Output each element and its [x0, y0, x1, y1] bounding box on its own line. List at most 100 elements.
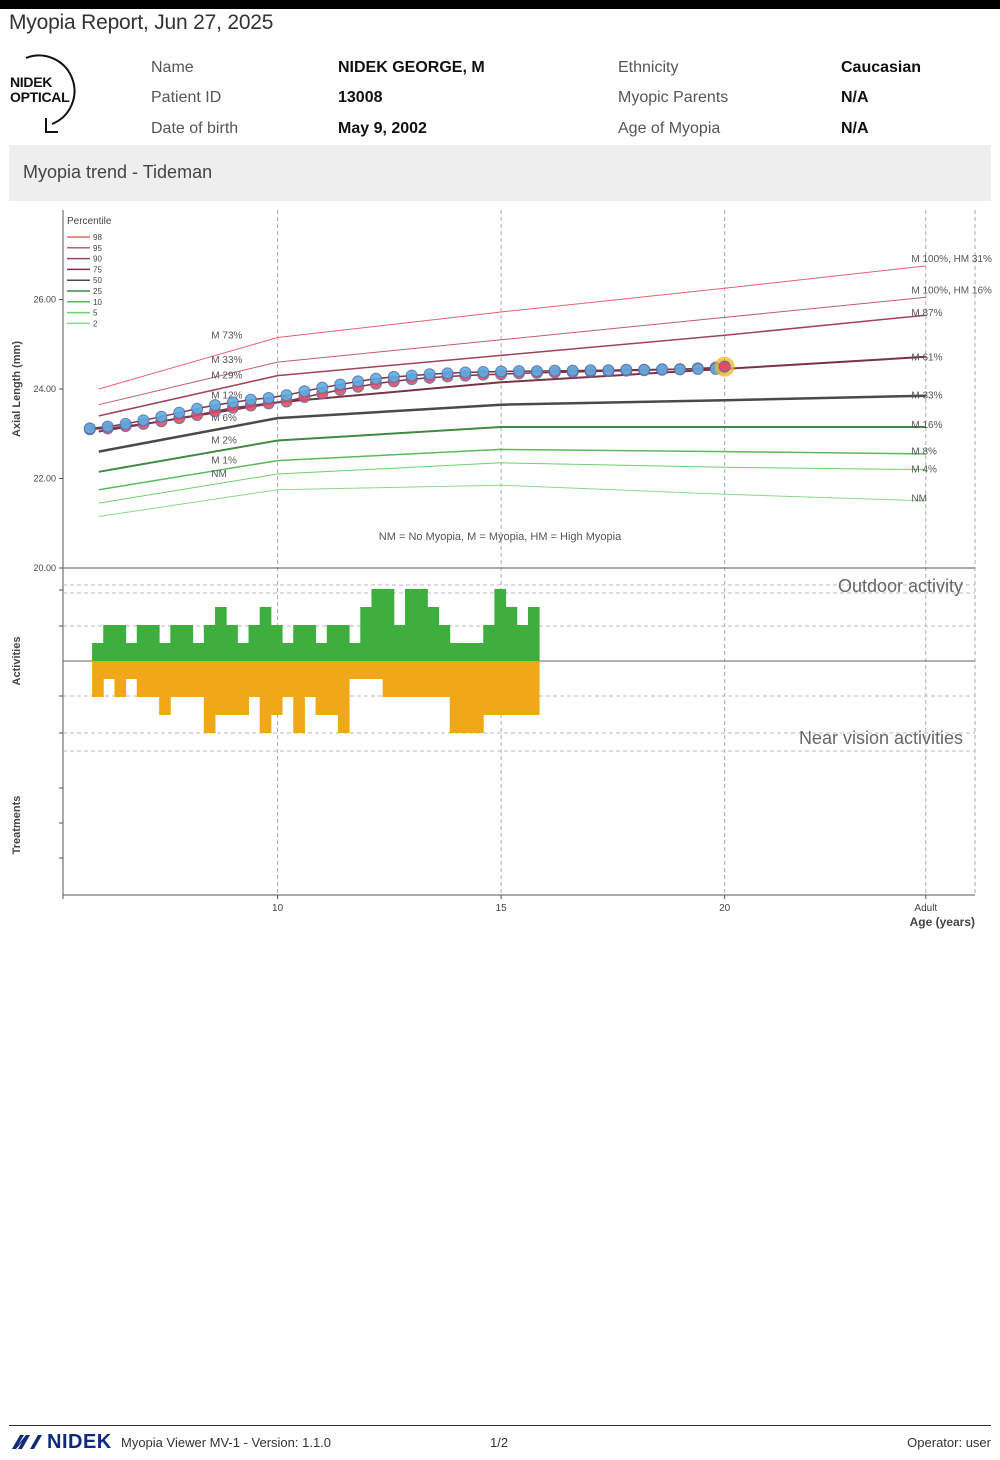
- measurement-point-OS: [548, 364, 561, 377]
- legend-label-75: 75: [93, 265, 102, 274]
- near-activity-bar: [371, 661, 384, 679]
- outdoor-activity-bar: [215, 607, 227, 661]
- right-annotation: M 100%, HM 31%: [911, 254, 992, 265]
- near-activity-bar: [215, 661, 227, 715]
- nidek-optical-logo: NIDEK OPTICAL: [8, 52, 88, 136]
- measurement-point-OS: [244, 393, 257, 406]
- near-activity-bar: [192, 661, 205, 697]
- outdoor-activity-bar: [516, 625, 529, 661]
- percentile-line-50: [98, 394, 926, 453]
- footer-brand-text: NIDEK: [47, 1431, 112, 1453]
- patient-id-value: 13008: [338, 89, 383, 106]
- nidek-logo-icon: [12, 1435, 42, 1449]
- right-annotation: M 87%: [911, 308, 942, 319]
- measurement-point-OS: [513, 365, 525, 378]
- top-bar: [0, 0, 1000, 9]
- measurement-point-OS: [673, 363, 686, 376]
- patient-id-label: Patient ID: [151, 89, 222, 106]
- outdoor-activity-bar: [337, 625, 350, 661]
- measurement-point-OS: [280, 389, 293, 402]
- outdoor-activity-bar: [494, 589, 507, 661]
- outdoor-activity-bar: [460, 643, 473, 661]
- near-activity-bar: [460, 661, 473, 733]
- measurement-point-OS: [584, 364, 597, 377]
- x-tick-label: 15: [496, 903, 508, 914]
- section-header: Myopia trend - Tideman: [9, 145, 991, 201]
- outdoor-activity-bar: [237, 643, 250, 661]
- outdoor-activity-bar: [203, 625, 216, 661]
- near-activity-bar: [293, 661, 305, 733]
- near-activity-bar: [203, 661, 216, 733]
- dob-label: Date of birth: [151, 120, 239, 137]
- x-tick-label: 20: [719, 903, 731, 914]
- section-title: Myopia trend - Tideman: [23, 162, 213, 182]
- measurement-point-OS: [405, 369, 418, 382]
- report-title: Myopia Report, Jun 27, 2025: [9, 11, 274, 34]
- percentile-line-90: [98, 314, 926, 417]
- measurement-point-OS: [369, 372, 382, 385]
- measurement-point-OS: [495, 365, 508, 378]
- outdoor-activity-bar: [416, 589, 428, 661]
- measurement-point-OS: [530, 365, 543, 378]
- y-tick-label: 26.00: [33, 295, 56, 305]
- outdoor-activity-bar: [326, 625, 339, 661]
- outdoor-activity-bar: [505, 607, 518, 661]
- percentile-line-10: [98, 448, 926, 491]
- outdoor-activity-bar: [147, 625, 160, 661]
- percentile-line-98: [98, 265, 926, 390]
- near-activity-bar: [125, 661, 138, 679]
- outdoor-activity-bar: [360, 607, 372, 661]
- right-annotation: M 61%: [911, 353, 942, 364]
- measurement-point-OS: [334, 378, 347, 391]
- right-annotation: M 8%: [911, 447, 937, 458]
- near-activity-bar: [304, 661, 317, 697]
- near-activity-bar: [349, 661, 361, 679]
- outdoor-activity-bar: [248, 625, 261, 661]
- near-activity-bar: [103, 661, 115, 679]
- logo-line1: NIDEK: [10, 74, 53, 90]
- right-annotation: NM: [911, 494, 927, 505]
- measurement-point-OS: [137, 414, 150, 427]
- x-tick-label: 10: [272, 903, 284, 914]
- near-activity-bar: [382, 661, 395, 697]
- near-activity-bar: [494, 661, 507, 715]
- near-activity-bar: [449, 661, 462, 733]
- outdoor-activity-bar: [371, 589, 384, 661]
- measurement-point-OS: [209, 399, 221, 412]
- near-activity-bar: [136, 661, 149, 697]
- left-annotation: M 2%: [211, 435, 237, 446]
- outdoor-activity-bar: [427, 607, 440, 661]
- near-activity-bar: [181, 661, 194, 697]
- chart-note: NM = No Myopia, M = Myopia, HM = High My…: [379, 531, 622, 543]
- ethnicity-label: Ethnicity: [618, 59, 679, 76]
- legend-label-98: 98: [93, 233, 102, 242]
- legend-title: Percentile: [67, 216, 112, 227]
- legend-label-90: 90: [93, 255, 102, 264]
- outdoor-activity-bar: [449, 643, 462, 661]
- near-activity-bar: [259, 661, 272, 733]
- legend-label-2: 2: [93, 319, 98, 328]
- y-tick-label: 20.00: [33, 563, 56, 573]
- y-tick-label: 24.00: [33, 384, 56, 394]
- outdoor-activity-bar: [181, 625, 194, 661]
- footer-divider: [9, 1425, 991, 1426]
- measurement-point-OS: [602, 364, 615, 377]
- logo-arc-icon: [25, 54, 76, 133]
- outdoor-activity-bar: [136, 625, 149, 661]
- footer-product: Myopia Viewer MV-1 - Version: 1.1.0: [121, 1435, 332, 1450]
- percentile-line-95: [98, 296, 926, 406]
- near-activity-bar: [483, 661, 495, 715]
- outdoor-activity-bar: [382, 589, 395, 661]
- left-annotation: M 29%: [211, 371, 242, 382]
- measurement-point-OS: [423, 368, 436, 381]
- y-axis-title: Axial Length (mm): [11, 341, 23, 437]
- measurement-point-OS: [441, 367, 454, 380]
- measurement-point-OS: [656, 363, 669, 376]
- measurement-point-OS: [298, 385, 311, 398]
- outdoor-activity-bar: [405, 589, 417, 661]
- myopic-parents-value: N/A: [841, 89, 869, 106]
- near-activity-bar: [438, 661, 451, 697]
- left-annotation: M 33%: [211, 355, 242, 366]
- right-annotation: M 16%: [911, 420, 942, 431]
- near-activity-bar: [405, 661, 417, 697]
